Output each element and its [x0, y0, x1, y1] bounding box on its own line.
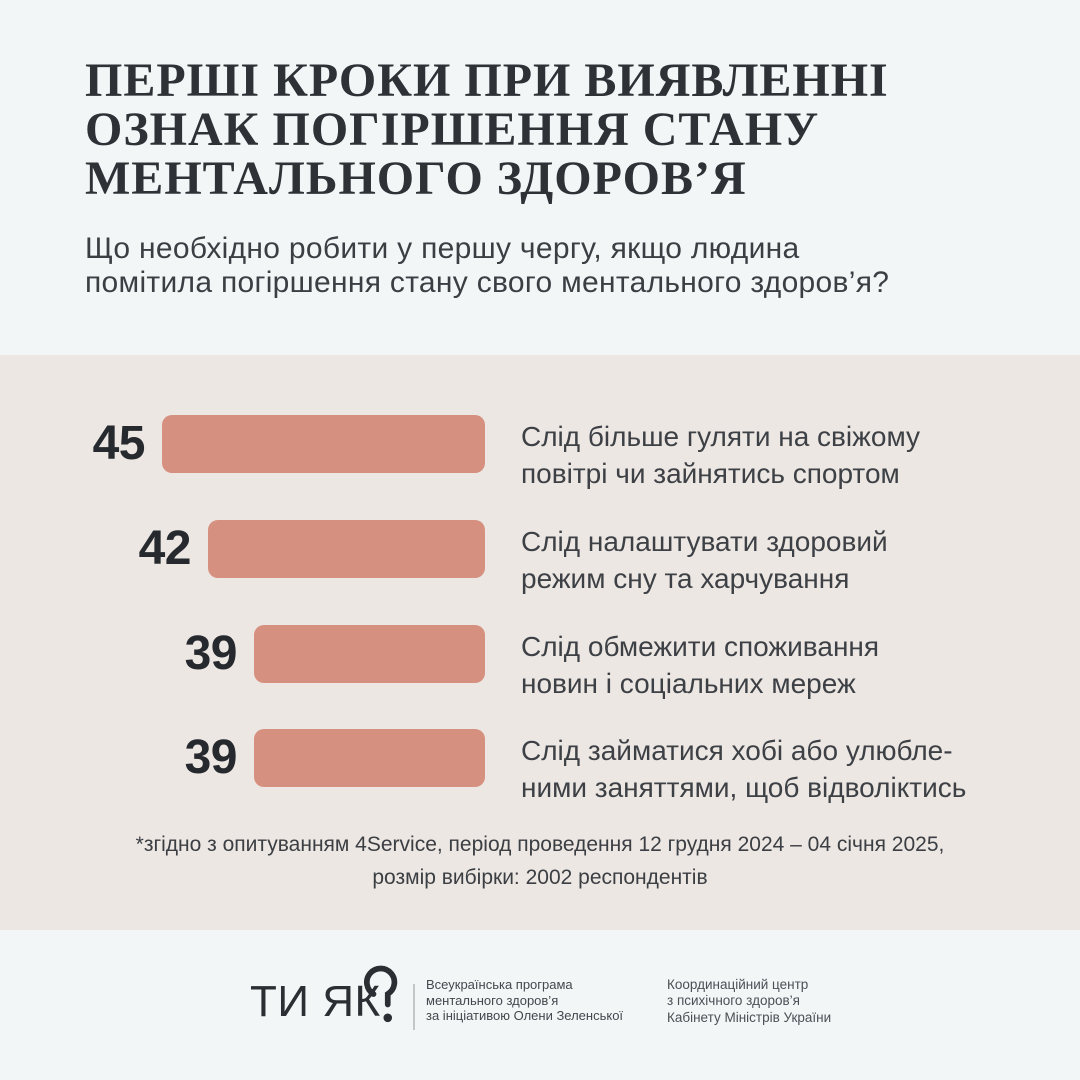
bar-label: Слід налаштувати здоровий режим сну та ха… — [521, 526, 888, 594]
bar-value: 45 — [92, 417, 146, 470]
bar — [162, 415, 485, 473]
header-section — [0, 0, 1080, 355]
page-subtitle-line-1: Що необхідно робити у першу чергу, якщо … — [85, 232, 800, 265]
chart-row: 42 Слід налаштувати здоровий режим сну та … — [0, 520, 1080, 594]
footer-section — [0, 930, 1080, 1080]
bar-value: 39 — [184, 627, 238, 680]
question-mark-icon — [364, 962, 402, 1033]
bar-value: 42 — [138, 522, 192, 575]
gov-credit: Координаційний центр з психічного здоров… — [667, 977, 831, 1026]
bar — [254, 729, 485, 787]
page-title-line-1: ПЕРШІ КРОКИ ПРИ ВИЯВЛЕННІ — [85, 54, 889, 107]
gov-credit-line-1: Координаційний центр — [667, 977, 809, 992]
program-credit-line-1: Всеукраїнська програма — [426, 977, 573, 992]
page-subtitle-line-2: помітила погіршення стану свого ментальн… — [85, 266, 890, 299]
gov-credit-line-2: з психічного здоров’я — [667, 993, 800, 1009]
program-credit-line-2: ментального здоров’я — [426, 992, 559, 1008]
bar-value: 39 — [184, 731, 238, 784]
gov-credit-line-3: Кабінету Міністрів України — [667, 1009, 832, 1025]
page-title-line-3: МЕНТАЛЬНОГО ЗДОРОВ’Я — [85, 152, 747, 205]
source-footnote-line-1: *згідно з опитуванням 4Service, період п… — [135, 833, 945, 856]
page-title-line-2: ОЗНАК ПОГІРШЕННЯ СТАНУ — [85, 103, 820, 156]
bar — [254, 625, 485, 683]
chart-row: 45 Слід більше гуляти на свіжому повітрі ч… — [0, 415, 1080, 489]
bar-label: Слід більше гуляти на свіжому повітрі чи … — [521, 421, 921, 489]
bar — [208, 520, 485, 578]
chart-row: 39 Слід займатися хобі або улюбле-ними за… — [0, 729, 1080, 803]
ty-yak-logo: ТИ ЯК — [250, 977, 381, 1026]
program-credit-line-3: за ініціативою Олени Зеленської — [426, 1008, 624, 1024]
program-credit: Всеукраїнська програма ментального здоро… — [426, 977, 623, 1024]
footer-divider — [413, 984, 415, 1030]
bar-label: Слід обмежити споживання новин і соціальн… — [521, 631, 880, 699]
source-footnote-line-2: розмір вибірки: 2002 респондентів — [372, 866, 708, 889]
page-title: ПЕРШІ КРОКИ ПРИ ВИЯВЛЕННІ ОЗНАК ПОГІРШЕН… — [85, 56, 889, 203]
page-subtitle: Що необхідно робити у першу чергу, якщо … — [85, 232, 889, 300]
source-footnote: *згідно з опитуванням 4Service, період п… — [0, 828, 1080, 894]
bar-label: Слід займатися хобі або улюбле-ними заня… — [521, 735, 967, 803]
chart-row: 39 Слід обмежити споживання новин і соціал… — [0, 625, 1080, 699]
